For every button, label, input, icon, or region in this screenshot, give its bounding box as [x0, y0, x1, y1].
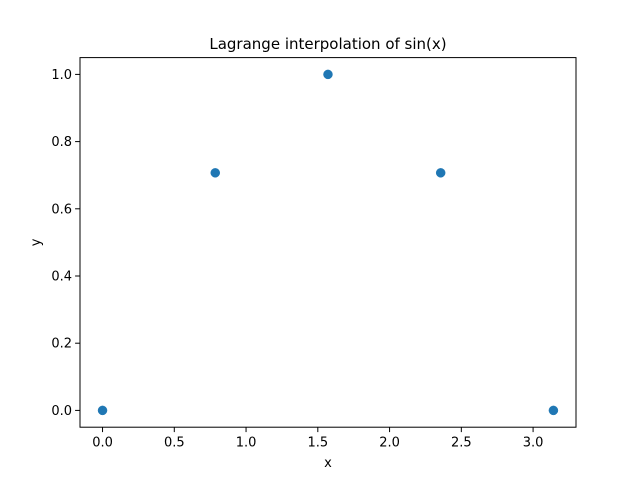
plot-frame: [79, 57, 577, 428]
chart-title: Lagrange interpolation of sin(x): [209, 35, 446, 53]
y-tick-label: 0.8: [51, 135, 72, 150]
y-axis: 0.0 0.2 0.4 0.6 0.8 1.0: [51, 68, 80, 419]
y-tick-label: 0.6: [51, 202, 72, 217]
x-tick-label: 2.5: [451, 436, 472, 451]
x-tick-label: 1.0: [236, 436, 257, 451]
x-axis: 0.0 0.5 1.0 1.5 2.0 2.5 3.0: [92, 427, 543, 451]
y-tick-label: 1.0: [51, 68, 72, 83]
y-axis-label: y: [29, 238, 44, 246]
x-tick-label: 2.0: [379, 436, 400, 451]
data-point: [97, 405, 108, 416]
data-point: [548, 405, 559, 416]
x-tick-label: 1.5: [307, 436, 328, 451]
y-tick-label: 0.2: [51, 337, 72, 352]
data-point: [435, 168, 446, 178]
y-tick-label: 0.0: [51, 404, 72, 419]
x-axis-label: x: [324, 456, 332, 471]
x-tick-label: 3.0: [523, 436, 544, 451]
y-tick-label: 0.4: [51, 270, 72, 285]
x-tick-label: 0.5: [164, 436, 185, 451]
data-point: [323, 69, 333, 80]
scatter-series: [97, 69, 559, 416]
x-tick-label: 0.0: [92, 436, 113, 451]
data-point: [210, 168, 221, 178]
